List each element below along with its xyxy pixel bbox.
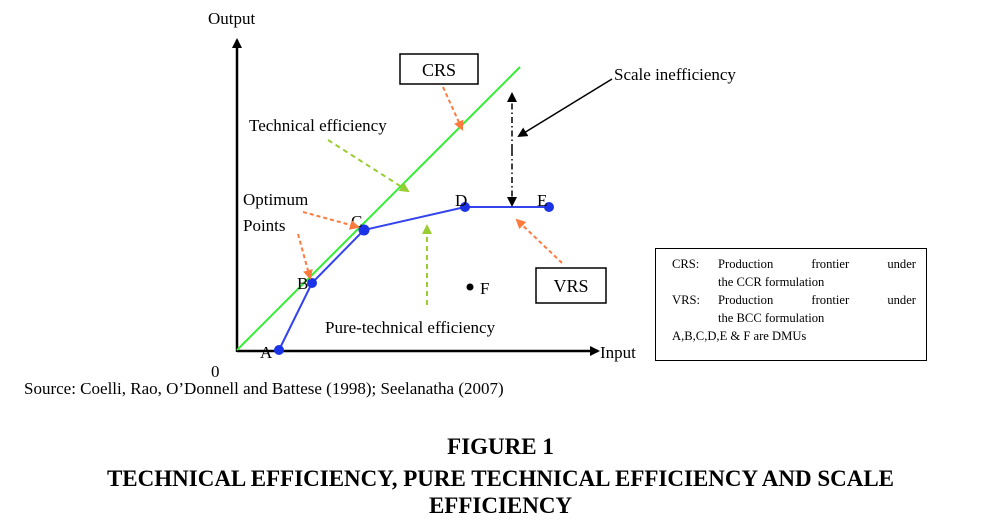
legend-vrs-desc: Production frontier under (718, 293, 916, 307)
figure-title-line1: TECHNICAL EFFICIENCY, PURE TECHNICAL EFF… (106, 466, 895, 491)
pure-technical-efficiency-label: Pure-technical efficiency (325, 318, 496, 337)
dea-frontier-diagram: Output Input 0 A B C D E F CRS VRS Scale… (208, 9, 736, 378)
point-b-marker (307, 278, 317, 288)
legend-vrs-sub: the BCC formulation (718, 311, 825, 325)
point-d-marker (460, 202, 470, 212)
scale-inefficiency-label: Scale inefficiency (614, 65, 736, 84)
crs-pointer-arrow (442, 86, 464, 131)
legend-box: CRS: Production frontier under the CCR f… (655, 248, 927, 361)
point-f-marker (466, 283, 474, 291)
vrs-box-label: VRS (553, 276, 588, 296)
point-e-label: E (537, 191, 547, 210)
optimum-label-line2: Points (243, 216, 286, 235)
legend-crs-row: CRS: Production frontier under (672, 255, 916, 273)
technical-efficiency-label: Technical efficiency (249, 116, 387, 135)
point-a-label: A (260, 343, 273, 362)
legend-dmus: A,B,C,D,E & F are DMUs (672, 329, 807, 343)
legend-vrs-row: VRS: Production frontier under (672, 291, 916, 309)
scale-inefficiency-pointer (517, 78, 613, 138)
x-axis-label: Input (600, 343, 636, 362)
y-axis-label: Output (208, 9, 256, 28)
source-citation: Source: Coelli, Rao, O’Donnell and Batte… (24, 379, 504, 398)
crs-box (399, 53, 479, 85)
vrs-pointer-arrow (515, 218, 563, 264)
vrs-box (535, 267, 607, 304)
legend-crs-sub: the CCR formulation (718, 275, 825, 289)
crs-box-label: CRS (422, 60, 456, 80)
optimum-label-line1: Optimum (243, 190, 308, 209)
point-a-marker (274, 345, 284, 355)
legend-vrs-key: VRS: (672, 293, 700, 307)
point-b-label: B (297, 274, 308, 293)
figure-title-line2: EFFICIENCY (428, 493, 573, 518)
optimum-arrow-to-c (302, 211, 360, 230)
point-f-label: F (480, 279, 489, 298)
legend-crs-desc: Production frontier under (718, 257, 916, 271)
point-e-marker (544, 202, 554, 212)
crs-frontier-line (236, 66, 521, 351)
point-c-label: C (351, 212, 362, 231)
figure-number: FIGURE 1 (447, 434, 554, 459)
legend-crs-key: CRS: (672, 257, 700, 271)
technical-efficiency-arrow (327, 139, 410, 193)
origin-label: 0 (211, 362, 220, 378)
point-d-label: D (455, 191, 467, 210)
optimum-arrow-to-b (297, 233, 313, 280)
point-c-marker (358, 224, 370, 236)
